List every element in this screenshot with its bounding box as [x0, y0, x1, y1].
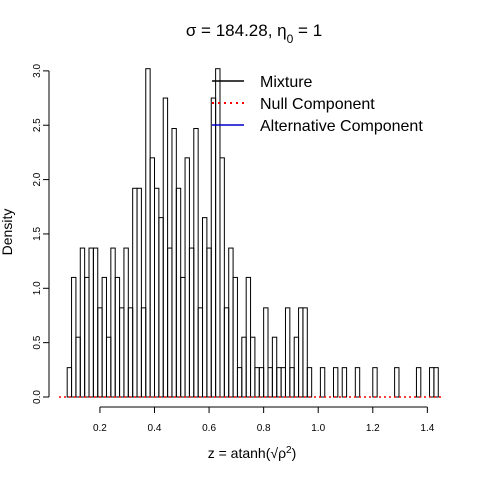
histogram-bar: [302, 307, 308, 398]
histogram-bar: [267, 367, 273, 398]
histogram-bar: [127, 307, 134, 398]
histogram-bar: [188, 247, 195, 398]
x-tick-label: 1.4: [420, 423, 434, 434]
histogram-bar: [149, 157, 156, 398]
histogram-bar: [232, 276, 238, 398]
histogram-bar: [429, 367, 435, 398]
histogram-bar: [293, 336, 300, 398]
histogram-bar: [66, 367, 73, 398]
histogram-bar: [110, 247, 116, 398]
histogram-bars: [66, 68, 439, 398]
histogram-bar: [123, 247, 129, 398]
histogram-bar: [145, 68, 151, 398]
histogram-bar: [105, 336, 112, 398]
histogram-bar: [341, 367, 348, 398]
histogram-bar: [206, 247, 212, 398]
legend: Mixture Null Component Alternative Compone…: [212, 74, 423, 135]
histogram-bar: [236, 367, 243, 398]
histogram-bar: [210, 97, 217, 398]
histogram-bar: [332, 367, 339, 398]
y-axis-label: Density: [0, 209, 15, 256]
histogram-bar: [219, 157, 225, 398]
histogram-bar: [276, 367, 282, 398]
histogram-bar: [97, 307, 103, 398]
histogram-bar: [193, 127, 199, 398]
histogram-bar: [228, 247, 234, 398]
histogram-bar: [71, 276, 77, 398]
histogram-bar: [354, 367, 361, 398]
x-axis-label: z = atanh(√ρ2): [208, 445, 297, 462]
histogram-bar: [175, 187, 182, 398]
histogram-bar: [119, 307, 125, 398]
histogram-bar: [263, 307, 269, 398]
x-tick-label: 0.8: [257, 423, 271, 434]
histogram-bar: [202, 217, 208, 398]
histogram-bar: [154, 187, 160, 398]
histogram-bar: [254, 367, 260, 398]
histogram-bar: [158, 217, 164, 398]
histogram-bar: [372, 367, 378, 398]
y-tick-label: 2.5: [32, 118, 43, 132]
x-tick-label: 0.6: [202, 423, 216, 434]
histogram-bar: [394, 367, 400, 398]
histogram-bar: [162, 97, 169, 398]
histogram-bar: [215, 68, 221, 398]
histogram-bar: [284, 307, 291, 398]
histogram-bar: [258, 367, 265, 398]
histogram-bar: [250, 336, 256, 398]
histogram-bar: [241, 336, 247, 398]
histogram-bar: [223, 307, 230, 398]
histogram-bar: [184, 157, 190, 398]
histogram-bar: [319, 367, 326, 398]
histogram-bar: [306, 367, 313, 398]
histogram-bar: [140, 307, 147, 398]
y-tick-label: 1.5: [32, 227, 43, 241]
y-axis: 0.0 0.5 1.0 1.5 2.0 2.5 3.0: [32, 63, 50, 404]
histogram-bar: [92, 247, 99, 398]
chart-title: σ = 184.28, η0 = 1: [186, 21, 322, 46]
histogram-bar: [433, 367, 439, 398]
histogram-bar: [75, 336, 81, 398]
y-tick-label: 2.0: [32, 172, 43, 186]
histogram-bar: [167, 247, 173, 398]
histogram-bar: [289, 367, 295, 398]
histogram-bar: [114, 276, 121, 398]
x-tick-label: 1.2: [366, 423, 380, 434]
histogram-bar: [88, 247, 94, 398]
y-tick-label: 0.0: [32, 390, 43, 404]
x-tick-label: 0.2: [93, 423, 107, 434]
histogram-bar: [132, 187, 138, 398]
legend-entry-label: Null Component: [260, 96, 375, 113]
histogram-bar: [136, 187, 142, 398]
histogram-bar: [271, 336, 278, 398]
y-tick-label: 3.0: [32, 63, 43, 77]
histogram-bar: [298, 307, 304, 398]
x-tick-label: 0.4: [148, 423, 162, 434]
histogram-bar: [171, 127, 177, 398]
histogram-bar: [415, 367, 422, 398]
x-tick-label: 1.0: [311, 423, 325, 434]
histogram-bar: [245, 276, 252, 398]
y-tick-label: 1.0: [32, 281, 43, 295]
x-axis: 0.2 0.4 0.6 0.8 1.0 1.2 1.4: [93, 406, 435, 434]
legend-entry-label: Mixture: [260, 74, 313, 91]
histogram-bar: [84, 276, 90, 398]
histogram-bar: [197, 307, 204, 398]
histogram-bar: [79, 247, 86, 398]
legend-entry-label: Alternative Component: [260, 118, 423, 135]
histogram-bar: [180, 276, 186, 398]
histogram-bar: [280, 367, 286, 398]
y-tick-label: 0.5: [32, 335, 43, 349]
histogram-bar: [101, 276, 107, 398]
